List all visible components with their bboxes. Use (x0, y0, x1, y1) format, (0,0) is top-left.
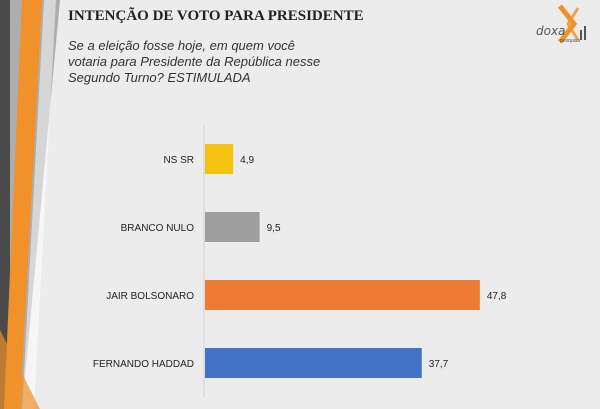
value-label: 4,9 (240, 155, 254, 166)
chart-question: Se a eleição fosse hoje, em quem você vo… (68, 38, 321, 85)
value-label: 47,8 (487, 291, 507, 302)
category-label: FERNANDO HADDAD (93, 359, 194, 370)
logo-text: doxa (536, 24, 566, 38)
doxa-logo-icon (558, 4, 586, 44)
bar-jair-bolsonaro (205, 280, 480, 310)
category-label: NS SR (163, 155, 194, 166)
category-label: BRANCO NULO (121, 223, 195, 234)
bar-fernando-haddad (205, 348, 422, 378)
value-label: 9,5 (267, 223, 281, 234)
category-label: JAIR BOLSONARO (106, 291, 194, 302)
logo-subtext: pesquisa (560, 38, 581, 44)
value-label: 37,7 (429, 359, 449, 370)
page-title: INTENÇÃO DE VOTO PARA PRESIDENTE (68, 8, 364, 24)
bar-branco-nulo (205, 212, 260, 242)
bar-ns-sr (205, 144, 234, 174)
